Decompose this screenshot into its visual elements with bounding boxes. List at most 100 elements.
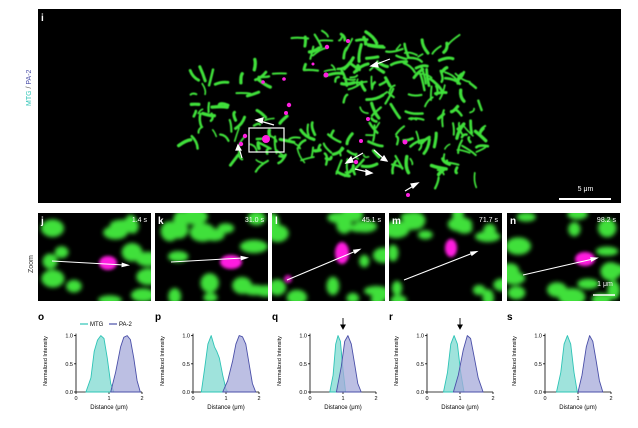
mitochondrion <box>370 117 378 123</box>
mitochondrion <box>355 78 359 87</box>
zoom-region-box <box>248 127 285 153</box>
lysosome-blob <box>99 256 117 270</box>
mitochondrion <box>467 136 472 144</box>
mitochondrion <box>201 82 207 96</box>
lysosome-dot <box>282 77 286 81</box>
mitochondrion <box>365 55 380 60</box>
x-tick-label: 2 <box>140 396 143 402</box>
mitochondrion <box>296 147 306 164</box>
x-axis-label: Distance (μm) <box>324 405 361 411</box>
mitochondrion <box>478 124 487 133</box>
mitochondrion <box>278 137 296 144</box>
mitochondrion <box>395 125 406 136</box>
mitochondrion <box>469 119 474 135</box>
mitochondrion <box>460 133 468 139</box>
mitochondrion <box>444 71 458 81</box>
mitochondrion <box>415 72 433 79</box>
mitochondrion <box>455 122 466 140</box>
mitochondrion <box>290 36 310 40</box>
line-profile-arrow <box>522 257 599 276</box>
mitochondrion <box>419 73 426 92</box>
mitochondrion <box>371 149 381 159</box>
chart-svg: 0 1 2 0.0 0.5 1.0 Normalized Intensity Distance… <box>43 322 144 411</box>
lysosome-dot <box>311 62 315 66</box>
line-profile-arrow <box>403 250 479 281</box>
zoom-panel-n: n 98.2 s 1 μm <box>507 213 620 301</box>
mitochondrion <box>342 93 349 104</box>
y-tick-label: 0.5 <box>182 362 190 368</box>
x-tick-label: 0 <box>543 396 546 402</box>
mitochondrion <box>207 68 215 87</box>
y-tick-label: 0.0 <box>534 390 542 396</box>
x-tick-label: 1 <box>458 396 461 402</box>
mitochondrion <box>362 154 370 159</box>
mitochondrion <box>420 135 431 145</box>
y-tick-label: 1.0 <box>65 334 73 340</box>
mitochondrion <box>334 75 340 83</box>
mitochondrion <box>477 99 483 112</box>
x-tick-label: 2 <box>491 396 494 402</box>
lysosome-dot <box>402 139 408 145</box>
panel-label-s: s <box>507 312 513 323</box>
zoom-image <box>41 214 151 301</box>
mitochondrion <box>256 77 272 89</box>
mitochondrion <box>428 77 444 93</box>
mitochondrion <box>402 62 416 74</box>
profile-chart-s: 0 1 2 0.0 0.5 1.0 Normalized Intensity Distance… <box>507 312 620 418</box>
panel-label-j: j <box>41 216 44 227</box>
lysosome-dot <box>353 159 359 165</box>
mitochondrion <box>444 143 451 150</box>
mitochondrion <box>461 144 477 157</box>
mitochondrion <box>302 62 307 71</box>
zoom-panel-j: j 1.4 s <box>38 213 151 301</box>
mitochondrion <box>456 148 471 154</box>
panel-label-p: p <box>155 312 162 323</box>
mitochondrion <box>425 68 431 87</box>
panel-i-image: i 5 μm <box>38 9 621 203</box>
mitochondrion <box>264 117 275 122</box>
mitochondrion <box>433 176 440 190</box>
mitochondrion <box>233 127 240 142</box>
zoom-image <box>272 213 385 301</box>
y-tick-label: 0.5 <box>299 362 307 368</box>
mitochondrion <box>207 101 211 114</box>
mitochondrion <box>452 122 455 136</box>
mitochondrion <box>352 158 365 172</box>
scalebar-label-zoom: 1 μm <box>597 281 613 288</box>
mitochondrion <box>454 166 459 175</box>
mitochondrion <box>335 159 343 175</box>
mitochondrion <box>278 114 289 125</box>
mitochondrion <box>352 80 368 84</box>
mitochondrion <box>211 129 218 138</box>
mitochondrion <box>388 84 396 93</box>
profile-chart-p: 0 1 2 0.0 0.5 1.0 Normalized Intensity Distance… <box>155 312 268 418</box>
mitochondrion <box>372 124 376 142</box>
mitochondrion <box>349 74 359 79</box>
lysosome-dot <box>406 193 410 197</box>
mitochondrion <box>383 76 392 88</box>
mitochondrion <box>339 146 344 157</box>
legend-label-pa2: PA-2 <box>119 322 133 328</box>
mitochondrion <box>239 72 244 85</box>
x-tick-label: 2 <box>374 396 377 402</box>
channel-label-sep: / <box>26 84 33 91</box>
lysosome-blob <box>335 242 349 264</box>
mitochondrion <box>176 138 193 148</box>
x-tick-label: 0 <box>425 396 428 402</box>
x-tick-label: 1 <box>224 396 227 402</box>
mitochondrion <box>232 110 238 122</box>
timestamp: 45.1 s <box>361 217 381 224</box>
mitochondrion <box>300 156 315 162</box>
mitochondrion <box>414 64 429 70</box>
mitochondrion <box>347 80 364 91</box>
profile-chart-o: 0 1 2 0.0 0.5 1.0 Normalized Intensity Distance… <box>38 312 151 418</box>
mitochondrion <box>340 81 356 86</box>
mitochondrion <box>404 110 424 116</box>
mitochondrion <box>420 38 430 55</box>
mitochondrion <box>475 144 490 149</box>
mitochondrion <box>362 35 368 46</box>
x-tick-label: 1 <box>341 396 344 402</box>
line-profile-arrow <box>286 248 362 281</box>
mitochondrion <box>237 150 244 161</box>
lysosome-dot <box>324 44 330 50</box>
